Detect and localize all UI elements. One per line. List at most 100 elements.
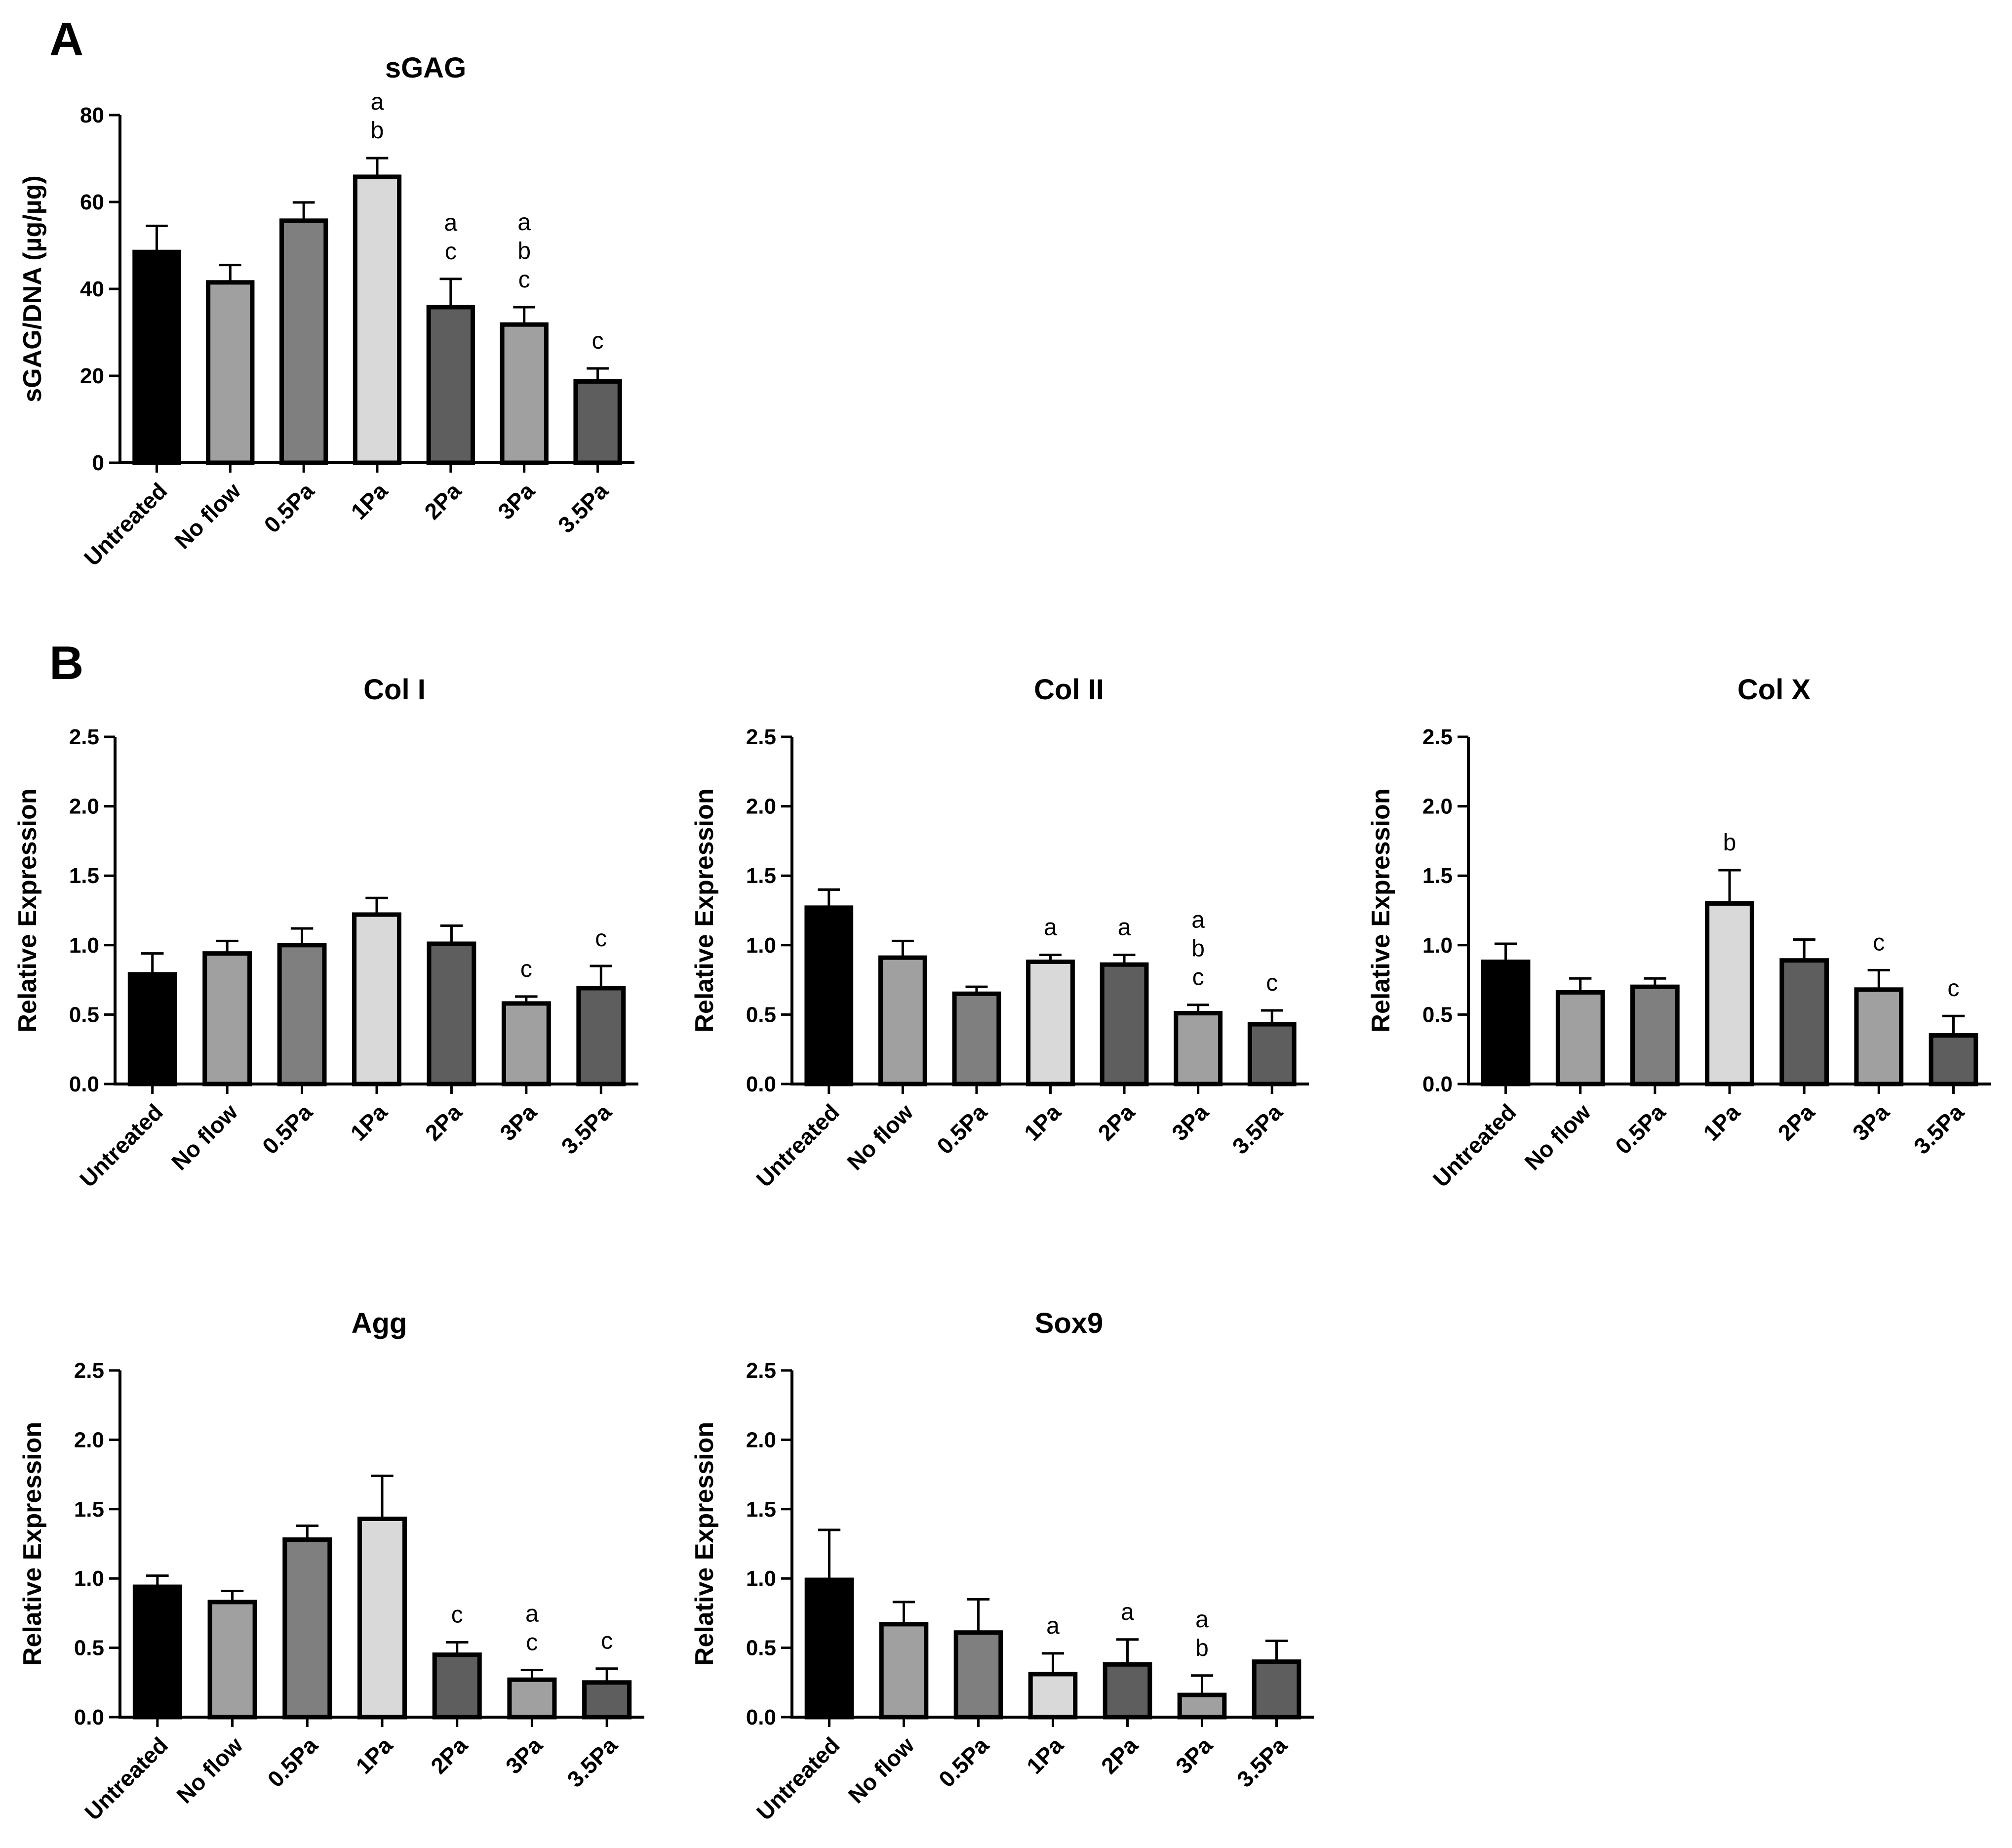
chart-sox9-y-axis-label: Relative Expression bbox=[690, 1422, 719, 1666]
chart-col-i-y-tick-label: 0.0 bbox=[69, 1072, 99, 1096]
panel-label-b: B bbox=[49, 637, 83, 689]
chart-agg-significance-label: c bbox=[601, 1628, 613, 1654]
chart-col-x-y-tick-label: 2.0 bbox=[1422, 795, 1453, 819]
chart-col-ii-significance-label: b bbox=[1191, 936, 1205, 962]
chart-sgag-category-label: No flow bbox=[169, 478, 245, 554]
panel-label-a: A bbox=[49, 13, 83, 66]
chart-col-ii-bar-0-5pa bbox=[952, 991, 1001, 1086]
chart-sgag-significance-label: b bbox=[371, 118, 384, 144]
chart-agg-category-label: 0.5Pa bbox=[263, 1732, 323, 1792]
chart-col-x-significance-label: c bbox=[1947, 975, 1959, 1002]
chart-sgag-significance-label: c bbox=[592, 328, 604, 354]
chart-col-x-y-tick-label: 2.5 bbox=[1422, 725, 1453, 749]
chart-agg-y-tick-label: 2.0 bbox=[74, 1428, 104, 1452]
chart-sox9-category-label: 3Pa bbox=[1171, 1732, 1218, 1779]
chart-sgag-significance-label: a bbox=[444, 210, 458, 236]
chart-sgag-significance-label: c bbox=[518, 267, 530, 293]
chart-col-x-y-tick-label: 1.5 bbox=[1422, 864, 1453, 888]
chart-sgag-bar-3pa bbox=[500, 322, 549, 465]
chart-sox9-title: Sox9 bbox=[1035, 1307, 1104, 1339]
chart-col-x-y-tick-label: 1.0 bbox=[1422, 933, 1453, 958]
chart-agg-y-tick-label: 0.0 bbox=[74, 1705, 104, 1729]
chart-col-ii-y-tick-label: 2.0 bbox=[746, 795, 776, 819]
chart-col-ii: Col II Relative Expression 0.0 0.5 1.0 1.5 2.0… bbox=[690, 674, 1309, 1192]
chart-col-x-y-tick-label: 0.0 bbox=[1422, 1072, 1453, 1096]
chart-col-i-bar-untreated bbox=[127, 972, 177, 1086]
chart-col-x-category-label: No flow bbox=[1520, 1099, 1596, 1175]
chart-col-ii-category-label: Untreated bbox=[751, 1099, 844, 1192]
chart-col-ii-bar-2pa bbox=[1100, 962, 1149, 1086]
chart-col-i-y-tick-label: 0.5 bbox=[69, 1003, 99, 1027]
chart-sgag-y-axis-label: sGAG/DNA (µg/µg) bbox=[18, 175, 47, 402]
chart-col-x-title: Col X bbox=[1737, 674, 1811, 706]
chart-col-ii-y-tick-label: 1.5 bbox=[746, 864, 776, 888]
chart-sgag-category-label: Untreated bbox=[79, 478, 172, 571]
chart-col-ii-significance-label: a bbox=[1044, 914, 1057, 940]
chart-agg-category-label: Untreated bbox=[79, 1732, 173, 1825]
chart-col-ii-category-label: 1Pa bbox=[1019, 1099, 1066, 1146]
chart-sox9-y-tick-label: 0.0 bbox=[746, 1705, 776, 1729]
chart-col-i-bar-3-5pa bbox=[576, 986, 626, 1086]
chart-col-ii-significance-label: a bbox=[1118, 914, 1131, 940]
chart-sgag-y-tick-label: 60 bbox=[80, 190, 104, 214]
chart-sgag-y-tick-label: 40 bbox=[80, 277, 104, 301]
chart-col-ii-bar-3-5pa bbox=[1247, 1022, 1297, 1086]
chart-col-i-category-label: 3Pa bbox=[495, 1099, 542, 1146]
chart-col-i: Col I Relative Expression 0.0 0.5 1.0 1.5 2.0 2… bbox=[13, 674, 638, 1192]
chart-sox9-bar-2pa bbox=[1103, 1662, 1152, 1720]
chart-col-x-y-axis-label: Relative Expression bbox=[1367, 788, 1395, 1032]
chart-col-x-category-label: 1Pa bbox=[1698, 1099, 1745, 1146]
chart-col-ii-category-label: 2Pa bbox=[1093, 1099, 1140, 1146]
chart-sgag-title: sGAG bbox=[385, 52, 466, 84]
chart-sgag-significance-label: a bbox=[371, 89, 384, 115]
chart-agg-y-tick-label: 1.5 bbox=[74, 1497, 104, 1522]
chart-col-x-category-label: 2Pa bbox=[1773, 1099, 1820, 1146]
chart-sgag-significance-label: b bbox=[517, 238, 531, 264]
chart-col-ii-category-label: 0.5Pa bbox=[932, 1099, 992, 1159]
chart-agg-category-label: 3Pa bbox=[501, 1732, 548, 1779]
chart-col-i-y-tick-label: 1.5 bbox=[69, 864, 99, 888]
chart-col-x: Col X Relative Expression 0.0 0.5 1.0 1.5 2.0 2… bbox=[1367, 674, 1991, 1192]
chart-col-i-bar-2pa bbox=[427, 941, 476, 1086]
chart-sgag-category-label: 0.5Pa bbox=[259, 478, 319, 538]
chart-sgag-bar-1pa bbox=[353, 174, 402, 465]
chart-sox9: Sox9 Relative Expression 0.0 0.5 1.0 1.5 2.0 2.… bbox=[690, 1307, 1314, 1825]
chart-sox9-bar-1pa bbox=[1028, 1672, 1078, 1720]
chart-col-ii-bar-no-flow bbox=[878, 955, 927, 1086]
chart-sgag: sGAG sGAG/DNA (µg/µg) 0 20 40 60 80 UntreatedNo… bbox=[18, 52, 634, 571]
chart-agg: Agg Relative Expression 0.0 0.5 1.0 1.5 2.0 2.5… bbox=[18, 1307, 644, 1825]
chart-sgag-y-tick-label: 20 bbox=[80, 364, 104, 388]
chart-col-i-category-label: Untreated bbox=[75, 1099, 168, 1192]
chart-col-ii-bar-3pa bbox=[1174, 1011, 1223, 1086]
chart-sox9-category-label: Untreated bbox=[751, 1732, 845, 1825]
chart-col-x-bar-untreated bbox=[1481, 960, 1531, 1086]
chart-col-x-bar-no-flow bbox=[1555, 990, 1605, 1086]
chart-sox9-y-tick-label: 1.5 bbox=[746, 1497, 776, 1522]
chart-agg-significance-label: c bbox=[526, 1630, 538, 1656]
chart-sgag-y-tick-label: 0 bbox=[92, 451, 104, 475]
chart-agg-bar-untreated bbox=[132, 1584, 182, 1720]
chart-sox9-bar-3-5pa bbox=[1252, 1659, 1302, 1720]
chart-sgag-category-label: 3.5Pa bbox=[553, 478, 613, 538]
chart-col-i-category-label: No flow bbox=[166, 1099, 242, 1175]
chart-col-x-category-label: 3Pa bbox=[1848, 1099, 1894, 1146]
chart-col-ii-y-tick-label: 0.0 bbox=[746, 1072, 776, 1096]
chart-agg-bar-1pa bbox=[357, 1516, 407, 1720]
chart-sox9-bar-3pa bbox=[1177, 1692, 1227, 1720]
chart-agg-category-label: 2Pa bbox=[426, 1732, 473, 1779]
chart-col-i-category-label: 1Pa bbox=[345, 1099, 392, 1146]
chart-agg-y-tick-label: 1.0 bbox=[74, 1567, 104, 1591]
chart-sgag-bar-2pa bbox=[426, 305, 475, 465]
chart-sox9-significance-label: a bbox=[1195, 1607, 1209, 1633]
chart-col-i-y-tick-label: 2.0 bbox=[69, 795, 99, 819]
chart-sox9-category-label: 1Pa bbox=[1022, 1732, 1068, 1779]
chart-col-x-category-label: 0.5Pa bbox=[1610, 1099, 1670, 1159]
chart-sox9-y-tick-label: 2.5 bbox=[746, 1359, 776, 1383]
chart-agg-y-tick-label: 0.5 bbox=[74, 1636, 104, 1660]
chart-col-i-significance-label: c bbox=[520, 956, 532, 982]
chart-sox9-category-label: 3.5Pa bbox=[1232, 1732, 1292, 1792]
chart-col-i-category-label: 2Pa bbox=[420, 1099, 467, 1146]
chart-col-ii-y-tick-label: 1.0 bbox=[746, 933, 776, 958]
chart-sox9-bar-untreated bbox=[804, 1577, 854, 1720]
chart-sox9-y-tick-label: 0.5 bbox=[746, 1636, 776, 1660]
